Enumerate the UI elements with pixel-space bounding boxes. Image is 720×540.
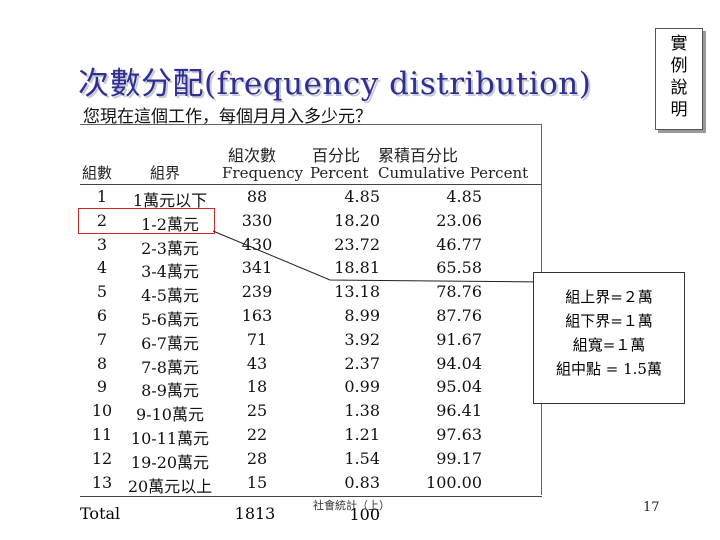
total-frequency: 1813 bbox=[234, 504, 276, 523]
class-limit-cell: 5-6萬元 bbox=[141, 310, 199, 329]
upper-limit-note: 組上界=２萬 bbox=[565, 288, 653, 306]
class-width-note: 組寬=１萬 bbox=[572, 336, 646, 354]
class-limit-cell: 2-3萬元 bbox=[141, 238, 199, 258]
percent-cell: 3.92 bbox=[344, 329, 380, 349]
total-label: Total bbox=[80, 504, 121, 523]
group-number-cell: 10 bbox=[91, 401, 113, 421]
percent-cell: 4.85 bbox=[344, 187, 380, 206]
frequency-cell: 330 bbox=[241, 210, 273, 230]
group-number-cell: 13 bbox=[91, 472, 113, 492]
group-number-cell: 6 bbox=[96, 306, 108, 325]
percent-cell: 1.38 bbox=[344, 401, 380, 421]
survey-question: 您現在這個工作，每個月月入多少元？ bbox=[83, 107, 372, 127]
slide-title: 次數分配(frequency distribution) bbox=[78, 66, 592, 102]
lower-limit-note: 組下界=１萬 bbox=[565, 312, 653, 330]
class-limit-cell: 6-7萬元 bbox=[141, 333, 199, 353]
class-midpoint-note: 組中點 = 1.5萬 bbox=[556, 360, 662, 378]
header-class-limits: 組界 bbox=[150, 164, 181, 182]
percent-cell: 0.99 bbox=[344, 377, 380, 397]
percent-cell: 0.83 bbox=[344, 472, 380, 492]
cumulative-percent-cell: 91.67 bbox=[436, 329, 482, 349]
frequency-cell: 28 bbox=[246, 448, 268, 468]
class-limit-cell: 4-5萬元 bbox=[141, 286, 199, 306]
cumulative-percent-cell: 95.04 bbox=[436, 377, 482, 397]
percent-cell: 1.21 bbox=[344, 425, 380, 444]
total-percent: 100 bbox=[349, 505, 380, 524]
class-limit-cell: 8-9萬元 bbox=[141, 381, 199, 401]
frequency-cell: 25 bbox=[246, 401, 268, 421]
cumulative-percent-cell: 97.63 bbox=[436, 425, 482, 444]
page-number: 17 bbox=[643, 500, 660, 515]
header-percent-zh: 百分比 bbox=[312, 146, 361, 165]
cumulative-percent-cell: 65.58 bbox=[436, 258, 482, 278]
cumulative-percent-cell: 94.04 bbox=[436, 353, 482, 373]
header-rule bbox=[80, 184, 542, 185]
cumulative-percent-cell: 96.41 bbox=[436, 401, 482, 421]
cumulative-percent-cell: 87.76 bbox=[436, 306, 482, 325]
example-note-text: 實例說明 bbox=[670, 34, 688, 120]
cumulative-percent-cell: 46.77 bbox=[436, 234, 482, 254]
group-number-cell: 7 bbox=[96, 329, 108, 349]
class-info-box: 組上界=２萬 組下界=１萬 組寬=１萬 組中點 = 1.5萬 bbox=[533, 272, 685, 404]
percent-cell: 8.99 bbox=[344, 306, 380, 325]
class-limit-cell: 1萬元以下 bbox=[132, 191, 208, 210]
cumulative-percent-cell: 4.85 bbox=[446, 187, 482, 206]
group-number-cell: 5 bbox=[96, 282, 108, 302]
header-percent: Percent bbox=[310, 164, 369, 182]
percent-cell: 2.37 bbox=[344, 353, 380, 373]
frequency-cell: 43 bbox=[246, 353, 268, 373]
frequency-cell: 71 bbox=[246, 329, 268, 349]
group-number-cell: 1 bbox=[96, 187, 108, 206]
class-limit-cell: 7-8萬元 bbox=[141, 357, 199, 377]
cumulative-percent-cell: 78.76 bbox=[436, 282, 482, 302]
percent-cell: 13.18 bbox=[334, 282, 380, 302]
group-number-cell: 3 bbox=[96, 234, 108, 254]
percent-cell: 18.20 bbox=[334, 210, 380, 230]
frequency-cell: 430 bbox=[241, 234, 273, 254]
group-number-cell: 8 bbox=[96, 353, 108, 373]
highlighted-row-box bbox=[78, 208, 215, 234]
cumulative-percent-cell: 100.00 bbox=[426, 472, 482, 492]
header-frequency: Frequency bbox=[222, 164, 304, 182]
cumulative-percent-cell: 99.17 bbox=[436, 448, 482, 468]
example-note-box: 實例說明 bbox=[655, 28, 703, 130]
percent-cell: 23.72 bbox=[334, 234, 380, 254]
percent-cell: 18.81 bbox=[334, 258, 380, 278]
group-number-cell: 12 bbox=[91, 448, 113, 468]
frequency-cell: 341 bbox=[241, 258, 273, 278]
frequency-cell: 18 bbox=[246, 377, 268, 397]
header-cumulative-percent: Cumulative Percent bbox=[378, 164, 529, 182]
header-group-number: 組數 bbox=[82, 164, 113, 182]
question-underline bbox=[80, 124, 542, 125]
class-limit-cell: 1-2萬元 bbox=[141, 214, 199, 234]
header-group-frequency-zh: 組次數 bbox=[228, 146, 277, 165]
group-number-cell: 4 bbox=[96, 258, 108, 278]
frequency-cell: 239 bbox=[241, 282, 273, 302]
frequency-cell: 88 bbox=[246, 187, 268, 206]
cumulative-percent-cell: 23.06 bbox=[436, 210, 482, 230]
course-footnote: 社會統計（上） bbox=[313, 499, 390, 512]
frequency-cell: 22 bbox=[246, 425, 268, 444]
group-number-cell: 9 bbox=[96, 377, 108, 397]
class-limit-cell: 20萬元以上 bbox=[127, 476, 213, 496]
frequency-cell: 15 bbox=[246, 472, 268, 492]
class-limit-cell: 10-11萬元 bbox=[130, 429, 210, 448]
group-number-cell: 11 bbox=[91, 425, 113, 444]
group-number-cell: 2 bbox=[96, 210, 108, 230]
table-bottom-rule bbox=[80, 496, 542, 497]
class-limit-cell: 3-4萬元 bbox=[141, 262, 199, 282]
percent-cell: 1.54 bbox=[344, 448, 380, 468]
header-cumulative-zh: 累積百分比 bbox=[378, 146, 459, 165]
class-limit-cell: 19-20萬元 bbox=[130, 452, 210, 472]
frequency-cell: 163 bbox=[241, 306, 273, 325]
class-limit-cell: 9-10萬元 bbox=[136, 405, 204, 425]
